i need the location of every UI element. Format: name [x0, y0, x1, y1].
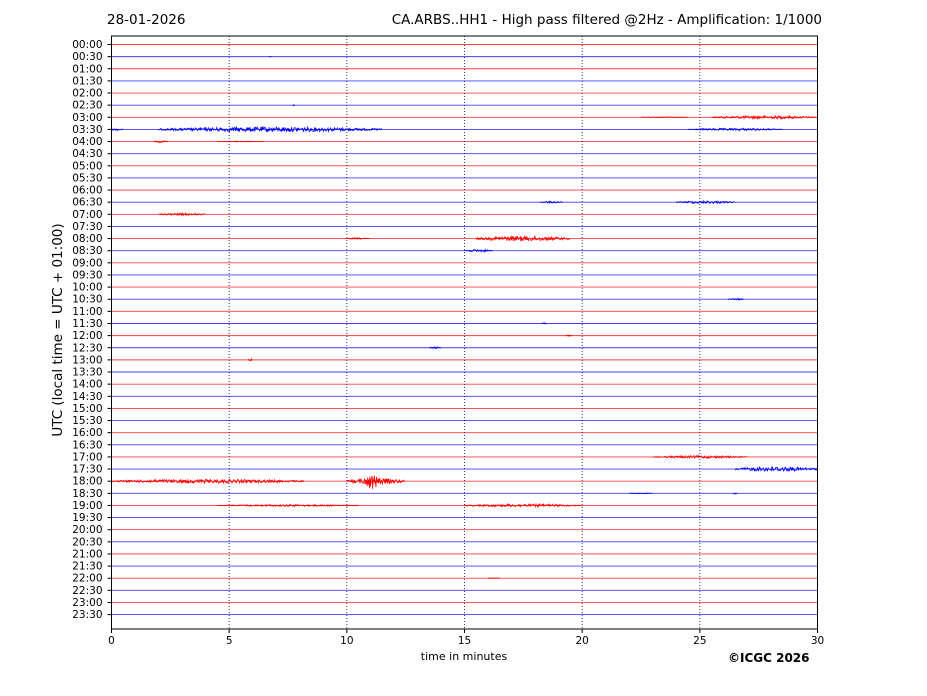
y-tick-label: 10:30	[72, 294, 102, 306]
y-tick-label: 12:30	[72, 342, 102, 354]
y-tick-label: 06:30	[72, 197, 102, 209]
seismic-event-7	[153, 139, 168, 143]
y-tick-label: 15:00	[72, 403, 102, 415]
y-tick-label: 12:00	[72, 330, 102, 342]
seismic-event-25	[629, 492, 653, 495]
y-tick-label: 18:30	[72, 488, 102, 500]
seismic-event-9	[539, 200, 564, 205]
y-tick-label: 07:30	[72, 221, 102, 233]
x-tick-label: 15	[458, 635, 471, 647]
seismic-event-26	[732, 492, 738, 495]
y-tick-label: 03:00	[72, 112, 102, 124]
y-tick-label: 11:00	[72, 306, 102, 318]
y-tick-label: 17:30	[72, 464, 102, 476]
y-tick-label: 03:30	[72, 124, 102, 136]
grid-layer	[228, 36, 701, 629]
x-tick-label: 25	[693, 635, 706, 647]
y-axis-label: UTC (local time = UTC + 01:00)	[50, 223, 66, 437]
y-tick-label: 00:30	[72, 51, 102, 63]
y-tick-label: 22:30	[72, 585, 102, 597]
y-tick-label: 00:00	[72, 39, 102, 51]
seismic-event-24	[363, 475, 380, 489]
plot-title: CA.ARBS..HH1 - High pass filtered @2Hz -…	[391, 12, 822, 28]
y-tick-label: 05:30	[72, 172, 102, 184]
plot-date: 28-01-2026	[107, 12, 186, 28]
y-tick-label: 07:00	[72, 209, 102, 221]
y-tick-label: 13:30	[72, 367, 102, 379]
seismic-event-4	[111, 128, 124, 132]
seismic-event-19	[247, 357, 253, 362]
y-tick-label: 14:30	[72, 391, 102, 403]
y-tick-label: 21:00	[72, 548, 102, 560]
seismic-event-13	[475, 235, 571, 242]
y-tick-label: 01:30	[72, 75, 102, 87]
seismic-event-1	[292, 104, 295, 107]
y-tick-label: 19:30	[72, 512, 102, 524]
y-tick-label: 20:30	[72, 536, 102, 548]
x-axis: 0 5 10 15 20 25 30	[108, 629, 824, 647]
x-axis-label: time in minutes	[420, 650, 508, 663]
seismic-event-17	[565, 334, 573, 338]
seismic-event-12	[346, 237, 370, 241]
copyright-credit: ©ICGC 2026	[728, 651, 810, 665]
y-tick-label: 19:00	[72, 500, 102, 512]
y-tick-label: 18:00	[72, 476, 102, 488]
y-tick-label: 23:00	[72, 597, 102, 609]
plot-frame	[111, 35, 818, 630]
y-tick-label: 13:00	[72, 354, 102, 366]
y-tick-label: 22:00	[72, 573, 102, 585]
seismic-event-15	[727, 297, 745, 301]
y-tick-label: 01:00	[72, 63, 102, 75]
seismic-event-16	[541, 322, 547, 325]
y-tick-label: 05:00	[72, 160, 102, 172]
y-tick-label: 08:30	[72, 245, 102, 257]
y-tick-label: 09:00	[72, 257, 102, 269]
seismic-event-28	[464, 502, 582, 509]
y-tick-label: 10:00	[72, 282, 102, 294]
seismic-event-3	[711, 114, 818, 121]
y-tick-label: 04:00	[72, 136, 102, 148]
trace-layer	[111, 44, 818, 616]
y-tick-label: 04:30	[72, 148, 102, 160]
seismic-event-18	[429, 345, 441, 350]
x-tick-label: 0	[108, 635, 115, 647]
x-tick-label: 30	[811, 635, 824, 647]
y-tick-label: 21:30	[72, 561, 102, 573]
seismic-event-10	[675, 199, 735, 205]
seismic-event-11	[158, 211, 206, 217]
y-axis: 00:0000:3001:0001:3002:0002:3003:0003:30…	[72, 39, 112, 621]
x-tick-label: 5	[226, 635, 233, 647]
y-tick-label: 20:00	[72, 524, 102, 536]
x-tick-label: 10	[340, 635, 353, 647]
seismic-event-8	[217, 140, 265, 143]
seismic-event-14	[464, 248, 493, 254]
y-tick-label: 02:00	[72, 88, 102, 100]
x-tick-label: 20	[575, 635, 588, 647]
seismic-event-29	[487, 577, 500, 579]
seismic-event-5	[158, 125, 383, 133]
y-tick-label: 09:30	[72, 269, 102, 281]
y-tick-label: 15:30	[72, 415, 102, 427]
seismic-event-27	[217, 503, 359, 508]
y-tick-label: 08:00	[72, 233, 102, 245]
y-tick-label: 11:30	[72, 318, 102, 330]
seismic-event-22	[111, 478, 305, 485]
y-tick-label: 17:00	[72, 451, 102, 463]
y-tick-label: 06:00	[72, 185, 102, 197]
y-tick-label: 23:30	[72, 609, 102, 621]
seismic-event-6	[687, 127, 783, 132]
seismic-event-2	[640, 116, 688, 119]
seismic-event-21	[734, 466, 818, 473]
y-tick-label: 16:00	[72, 427, 102, 439]
y-tick-label: 16:30	[72, 439, 102, 451]
y-tick-label: 02:30	[72, 100, 102, 112]
y-tick-label: 14:00	[72, 379, 102, 391]
